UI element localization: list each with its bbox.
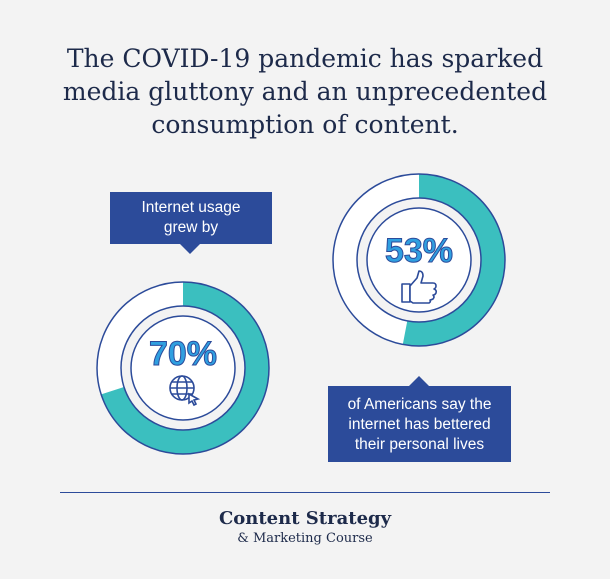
donut-center-ring bbox=[130, 315, 236, 421]
americans-better-lives-donut: 53% bbox=[332, 173, 506, 347]
donut-outer-edge bbox=[332, 173, 506, 347]
donut-inner-edge bbox=[120, 305, 246, 431]
internet-usage-donut: 70% bbox=[96, 281, 270, 455]
stat-value: 70% bbox=[149, 335, 217, 373]
headline-line: media gluttony and an unprecedented bbox=[62, 77, 548, 106]
footer-divider bbox=[60, 492, 550, 493]
donut-outer-edge bbox=[96, 281, 270, 455]
brand-name: Content Strategy bbox=[218, 508, 392, 529]
callout-line: grew by bbox=[163, 219, 219, 236]
donut-fill bbox=[97, 282, 269, 454]
callout-line: of Americans say the bbox=[347, 396, 492, 413]
callout-line: Internet usage bbox=[141, 199, 241, 216]
americans-callout: of Americans say the internet has better… bbox=[328, 376, 511, 462]
stat-value: 53% bbox=[385, 232, 453, 270]
callout-line: internet has bettered bbox=[348, 416, 491, 433]
donut-center-ring bbox=[366, 207, 472, 313]
thumbs-up-icon bbox=[401, 270, 438, 304]
callout-line: their personal lives bbox=[354, 436, 485, 453]
headline-line: The COVID-19 pandemic has sparked bbox=[66, 44, 544, 73]
donut-inner-edge bbox=[356, 197, 482, 323]
brand-subtitle: & Marketing Course bbox=[237, 531, 373, 546]
globe-cursor-icon bbox=[169, 375, 201, 407]
headline: The COVID-19 pandemic has sparked media … bbox=[0, 42, 610, 141]
brand-logo: Content Strategy & Marketing Course bbox=[0, 508, 610, 548]
donut-fill bbox=[333, 174, 505, 346]
internet-usage-callout: Internet usage grew by bbox=[110, 192, 272, 254]
headline-line: consumption of content. bbox=[151, 110, 459, 139]
